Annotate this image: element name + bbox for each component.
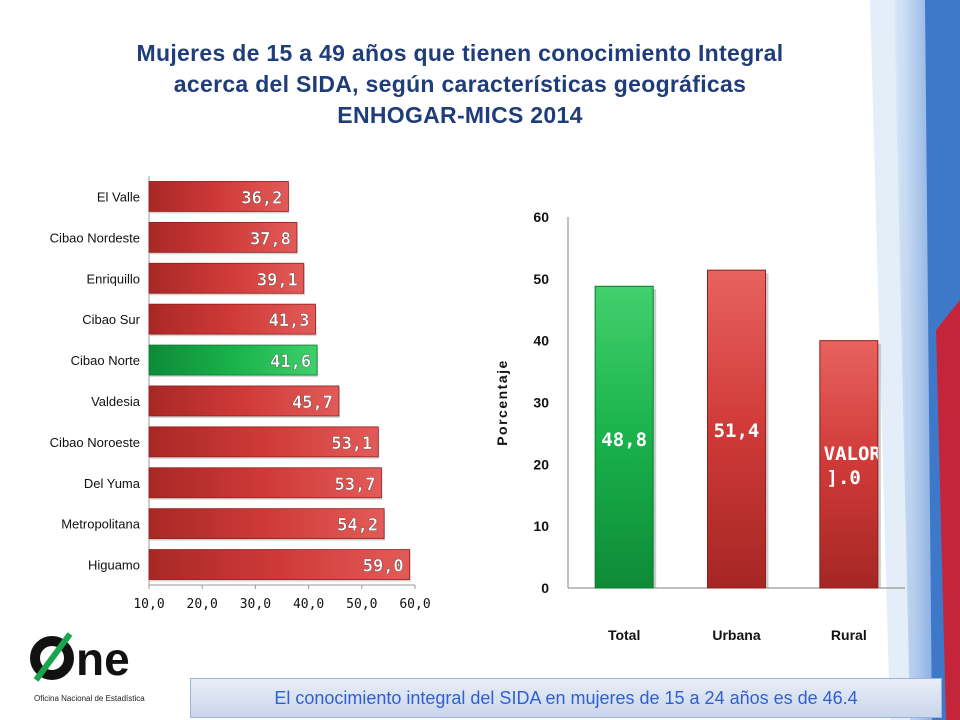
category-label: Metropolitana — [61, 517, 141, 532]
category-label: Cibao Noroeste — [50, 435, 140, 450]
title-line-2: acerca del SIDA, según características g… — [173, 71, 747, 97]
y-axis-title: Porcentaje — [494, 359, 510, 446]
footer-note-box: El conocimiento integral del SIDA en muj… — [190, 678, 942, 718]
data-label: 41,3 — [269, 311, 310, 331]
title-line-3: ENHOGAR-MICS 2014 — [337, 102, 583, 128]
data-label-group: 48,8 — [601, 429, 647, 451]
bar — [148, 262, 305, 294]
bar — [148, 467, 382, 499]
y-tick-label: 10 — [533, 518, 549, 534]
data-label: 53,1 — [331, 434, 372, 454]
x-tick-label: 60,0 — [399, 597, 430, 612]
y-tick-label: 40 — [533, 333, 549, 349]
category-label: Urbana — [712, 627, 760, 643]
x-tick-label: 50,0 — [346, 597, 377, 612]
data-label: 37,8 — [250, 229, 291, 249]
bar — [148, 426, 379, 458]
x-tick-label: 10,0 — [133, 597, 164, 612]
footer-note: El conocimiento integral del SIDA en muj… — [274, 688, 858, 708]
bar — [707, 269, 766, 589]
logo-caption: Oficina Nacional de Estadística — [34, 694, 145, 703]
y-tick-label: 60 — [533, 209, 549, 225]
data-label: ].0 — [827, 467, 861, 489]
category-label: Cibao Norte — [71, 353, 140, 368]
data-label: 54,2 — [337, 516, 378, 536]
svg-text:ne: ne — [76, 633, 130, 685]
category-label: Higuamo — [88, 558, 140, 573]
bar — [594, 285, 654, 589]
zone-bar-chart: 0 10 20 30 40 50 60 Porcentaje 48,8 Total 51,4 Urba… — [494, 209, 905, 643]
chart-title: Mujeres de 15 a 49 años que tienen conoc… — [40, 38, 880, 131]
data-label-group: 51,4 — [714, 420, 760, 442]
bar — [148, 181, 289, 212]
data-label: 48,8 — [601, 429, 647, 451]
category-label: Rural — [831, 627, 867, 643]
one-logo: ne — [30, 628, 130, 688]
y-tick-label: 50 — [533, 271, 549, 287]
decorative-blue-stripes — [870, 0, 960, 720]
bar — [148, 303, 316, 335]
bar — [148, 221, 298, 253]
x-tick-label: 30,0 — [240, 597, 271, 612]
y-tick-label: 0 — [541, 580, 549, 596]
category-label: Enriquillo — [87, 271, 140, 286]
data-label: 39,1 — [257, 270, 298, 290]
y-tick-label: 30 — [533, 395, 549, 411]
category-label: Cibao Sur — [82, 312, 140, 327]
data-label: 53,7 — [335, 475, 376, 495]
logo-mark: ne — [30, 632, 130, 685]
data-label: 59,0 — [363, 557, 404, 577]
y-tick-label: 20 — [533, 456, 549, 472]
category-label: Del Yuma — [84, 476, 141, 491]
x-tick-label: 20,0 — [187, 597, 218, 612]
regional-bar-chart: El Valle 36,2 Cibao Nordeste 37,8 Enriquillo… — [50, 176, 430, 612]
category-label: Valdesia — [91, 394, 141, 409]
bar — [148, 385, 340, 417]
category-label: Cibao Nordeste — [50, 230, 140, 245]
data-label: 41,6 — [270, 352, 311, 372]
x-tick-label: 40,0 — [293, 597, 324, 612]
data-label: 51,4 — [714, 420, 760, 442]
bar — [148, 344, 318, 376]
data-label: 36,2 — [241, 188, 282, 208]
bar — [148, 549, 411, 580]
data-label: VALOR — [824, 443, 882, 465]
data-label: 45,7 — [292, 393, 333, 413]
data-label-group: VALOR].0 — [824, 443, 882, 489]
bar — [148, 508, 385, 540]
category-label: Total — [608, 627, 640, 643]
title-line-1: Mujeres de 15 a 49 años que tienen conoc… — [136, 40, 784, 66]
category-label: El Valle — [97, 189, 140, 204]
bar — [819, 340, 879, 589]
